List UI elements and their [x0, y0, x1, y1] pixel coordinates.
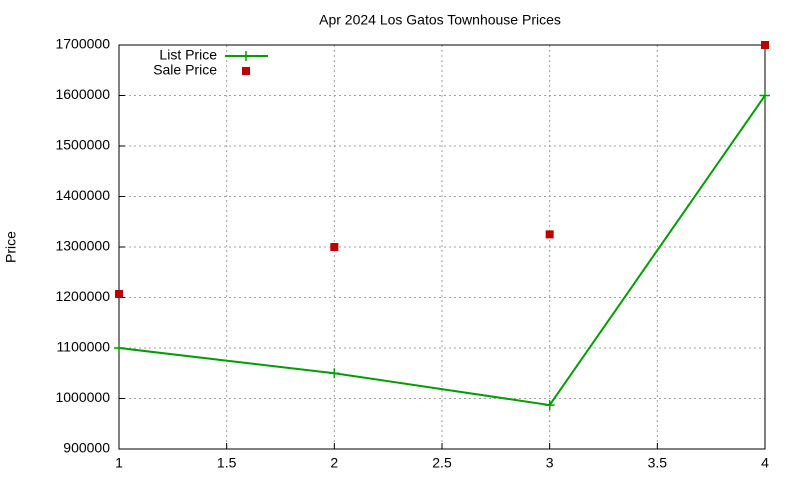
- y-tick-label: 1100000: [57, 339, 111, 355]
- plot-border: [118, 44, 766, 450]
- point: [544, 400, 555, 411]
- y-tick-label: 1000000: [55, 389, 110, 405]
- line: [118, 94, 766, 407]
- x-tick-label: 1: [115, 455, 123, 471]
- chart-title: Apr 2024 Los Gatos Townhouse Prices: [319, 12, 561, 28]
- point: [545, 230, 554, 239]
- legend-marker: [242, 67, 250, 75]
- x-tick-label: 2: [330, 455, 338, 471]
- point: [114, 343, 124, 353]
- x-tick-label: 2.5: [432, 455, 452, 471]
- y-tick-label: 1500000: [55, 137, 110, 153]
- legend-label: Sale Price: [153, 62, 217, 78]
- x-tick-label: 3.5: [648, 455, 668, 471]
- y-tick-label: 1700000: [55, 36, 110, 52]
- legend-marker: [241, 51, 251, 61]
- y-tick-label: 1600000: [55, 86, 110, 102]
- point: [760, 90, 770, 101]
- x-tick-label: 3: [546, 455, 554, 471]
- legend-label: List Price: [159, 47, 217, 63]
- y-tick-label: 900000: [63, 440, 110, 456]
- point: [115, 289, 123, 298]
- point: [330, 243, 339, 251]
- x-tick-label: 1.5: [217, 455, 237, 471]
- y-tick-label: 1300000: [55, 238, 110, 254]
- y-tick-label: 1400000: [55, 187, 110, 203]
- point: [329, 368, 340, 379]
- y-tick-label: 1200000: [55, 288, 110, 304]
- point: [761, 41, 769, 49]
- x-tick-label: 4: [761, 455, 769, 471]
- y-axis-label: Price: [3, 231, 19, 263]
